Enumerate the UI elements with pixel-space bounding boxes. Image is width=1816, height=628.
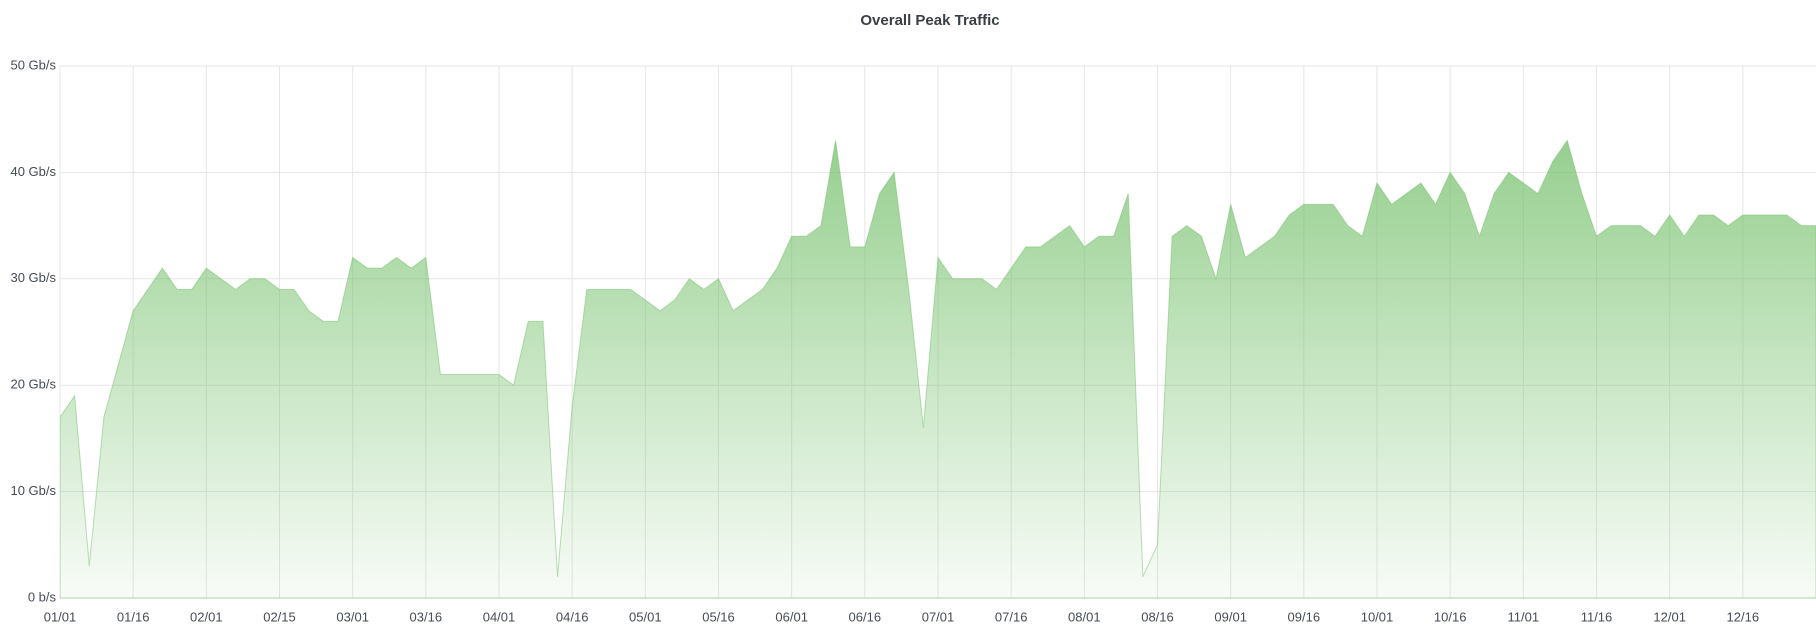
chart-title: Overall Peak Traffic [860,12,999,29]
x-tick-label: 02/15 [263,609,296,624]
x-tick-label: 05/01 [629,609,662,624]
y-tick-label: 50 Gb/s [10,57,56,72]
x-tick-label: 07/16 [995,609,1028,624]
y-tick-label: 10 Gb/s [10,483,56,498]
x-tick-label: 03/16 [410,609,443,624]
area [60,139,1816,599]
x-tick-label: 12/16 [1727,609,1760,624]
x-tick-label: 01/16 [117,609,150,624]
x-tick-label: 04/16 [556,609,589,624]
x-tick-label: 03/01 [336,609,369,624]
x-tick-label: 11/01 [1508,609,1540,624]
x-tick-label: 11/16 [1581,609,1613,624]
x-tick-label: 07/01 [922,609,955,624]
y-tick-label: 0 b/s [28,589,57,604]
y-tick-label: 20 Gb/s [10,377,56,392]
x-tick-label: 05/16 [702,609,735,624]
y-tick-label: 30 Gb/s [10,270,56,285]
x-tick-label: 10/16 [1434,609,1467,624]
x-tick-label: 04/01 [483,609,516,624]
x-tick-label: 08/01 [1068,609,1101,624]
x-tick-label: 06/01 [775,609,808,624]
x-tick-label: 08/16 [1141,609,1174,624]
x-tick-label: 09/16 [1288,609,1321,624]
x-tick-label: 06/16 [849,609,882,624]
x-tick-label: 01/01 [44,609,77,624]
y-tick-label: 40 Gb/s [10,164,56,179]
x-tick-label: 02/01 [190,609,223,624]
x-tick-label: 09/01 [1214,609,1247,624]
x-tick-label: 10/01 [1361,609,1394,624]
x-tick-label: 12/01 [1653,609,1686,624]
